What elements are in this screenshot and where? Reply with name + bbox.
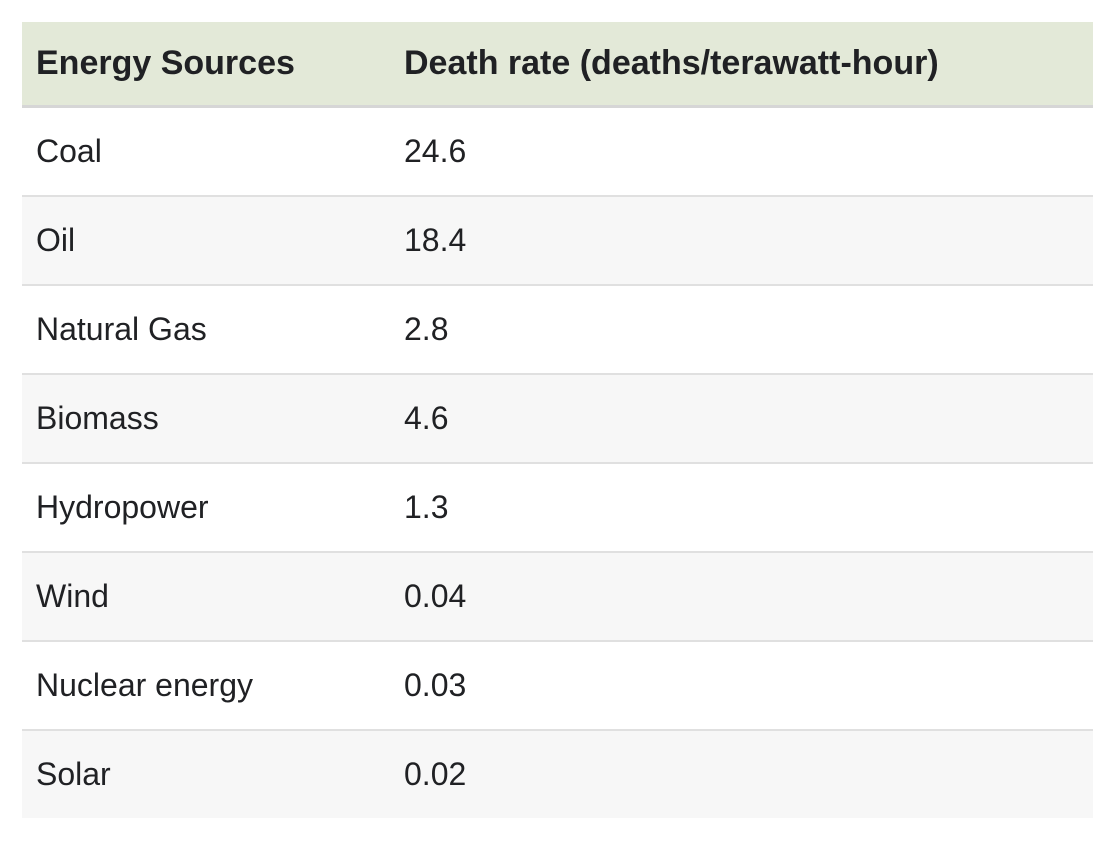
table-row: Natural Gas 2.8 <box>22 284 1093 374</box>
energy-source-cell: Oil <box>22 195 390 285</box>
death-rate-cell: 0.03 <box>390 640 1093 730</box>
table-row: Solar 0.02 <box>22 729 1093 818</box>
table-row: Biomass 4.6 <box>22 373 1093 463</box>
death-rate-cell: 4.6 <box>390 373 1093 463</box>
energy-source-cell: Wind <box>22 551 390 641</box>
death-rate-cell: 0.04 <box>390 551 1093 641</box>
table-row: Coal 24.6 <box>22 106 1093 196</box>
table-row: Hydropower 1.3 <box>22 462 1093 552</box>
energy-source-cell: Biomass <box>22 373 390 463</box>
energy-source-cell: Natural Gas <box>22 284 390 374</box>
energy-source-cell: Nuclear energy <box>22 640 390 730</box>
energy-source-cell: Hydropower <box>22 462 390 552</box>
column-header-energy-sources: Energy Sources <box>22 22 390 108</box>
energy-death-rate-table: Energy Sources Death rate (deaths/terawa… <box>22 22 1093 818</box>
table-header-row: Energy Sources Death rate (deaths/terawa… <box>22 22 1093 108</box>
table-row: Wind 0.04 <box>22 551 1093 641</box>
death-rate-cell: 2.8 <box>390 284 1093 374</box>
death-rate-cell: 24.6 <box>390 106 1093 196</box>
death-rate-cell: 1.3 <box>390 462 1093 552</box>
table-body: Coal 24.6 Oil 18.4 Natural Gas 2.8 Bioma… <box>22 106 1093 818</box>
energy-source-cell: Solar <box>22 729 390 818</box>
energy-death-rate-table-container: Energy Sources Death rate (deaths/terawa… <box>22 22 1093 818</box>
table-row: Oil 18.4 <box>22 195 1093 285</box>
column-header-death-rate: Death rate (deaths/terawatt-hour) <box>390 22 1093 108</box>
table-header: Energy Sources Death rate (deaths/terawa… <box>22 22 1093 108</box>
table-row: Nuclear energy 0.03 <box>22 640 1093 730</box>
death-rate-cell: 0.02 <box>390 729 1093 818</box>
energy-source-cell: Coal <box>22 106 390 196</box>
death-rate-cell: 18.4 <box>390 195 1093 285</box>
